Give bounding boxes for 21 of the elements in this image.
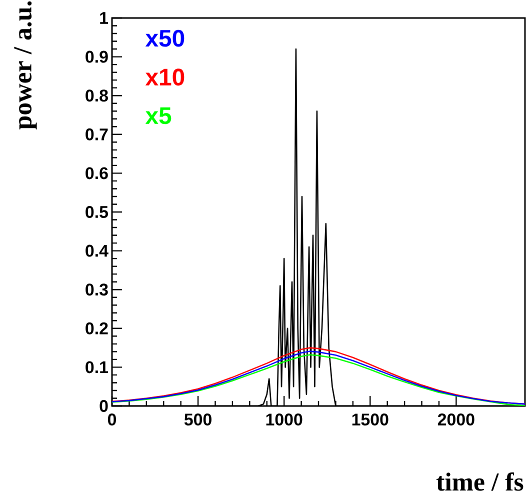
y-tick-label: 0.4 [86,244,108,257]
text: x10 [145,68,184,86]
y-tick-label: 1 [100,12,108,24]
y-tick-label: 0.8 [86,90,108,102]
x-tick-label: 2000 [438,414,474,426]
y-tick-label: 0.9 [86,50,108,63]
y-axis-title: power / a.u. [14,1,37,130]
text: x5 [145,107,172,124]
text: x50 [145,30,184,47]
x-axis-title: time / fs [436,472,524,491]
x-tick-label: 0 [108,414,116,426]
y-tick-label: 0.3 [86,284,108,296]
x-tick-label: 1000 [266,414,302,426]
y-tick-label: 0.1 [86,361,108,374]
y-tick-label: 0.2 [86,322,108,334]
x-tick-label: 500 [184,414,212,426]
y-tick-label: 0 [100,400,108,412]
x-tick-label: 1500 [352,414,388,426]
y-tick-label: 0.7 [86,128,108,140]
y-tick-label: 0.6 [86,167,108,180]
y-tick-label: 0.5 [86,206,108,218]
